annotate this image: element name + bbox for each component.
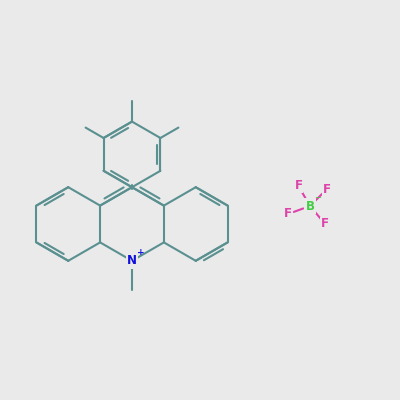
Text: B: B bbox=[306, 200, 314, 212]
Text: F: F bbox=[322, 183, 330, 196]
Text: +: + bbox=[137, 248, 145, 257]
Text: F: F bbox=[321, 217, 329, 230]
Text: F: F bbox=[294, 180, 302, 192]
Text: N: N bbox=[127, 254, 137, 267]
Text: −: − bbox=[314, 194, 322, 202]
Text: F: F bbox=[284, 208, 292, 220]
